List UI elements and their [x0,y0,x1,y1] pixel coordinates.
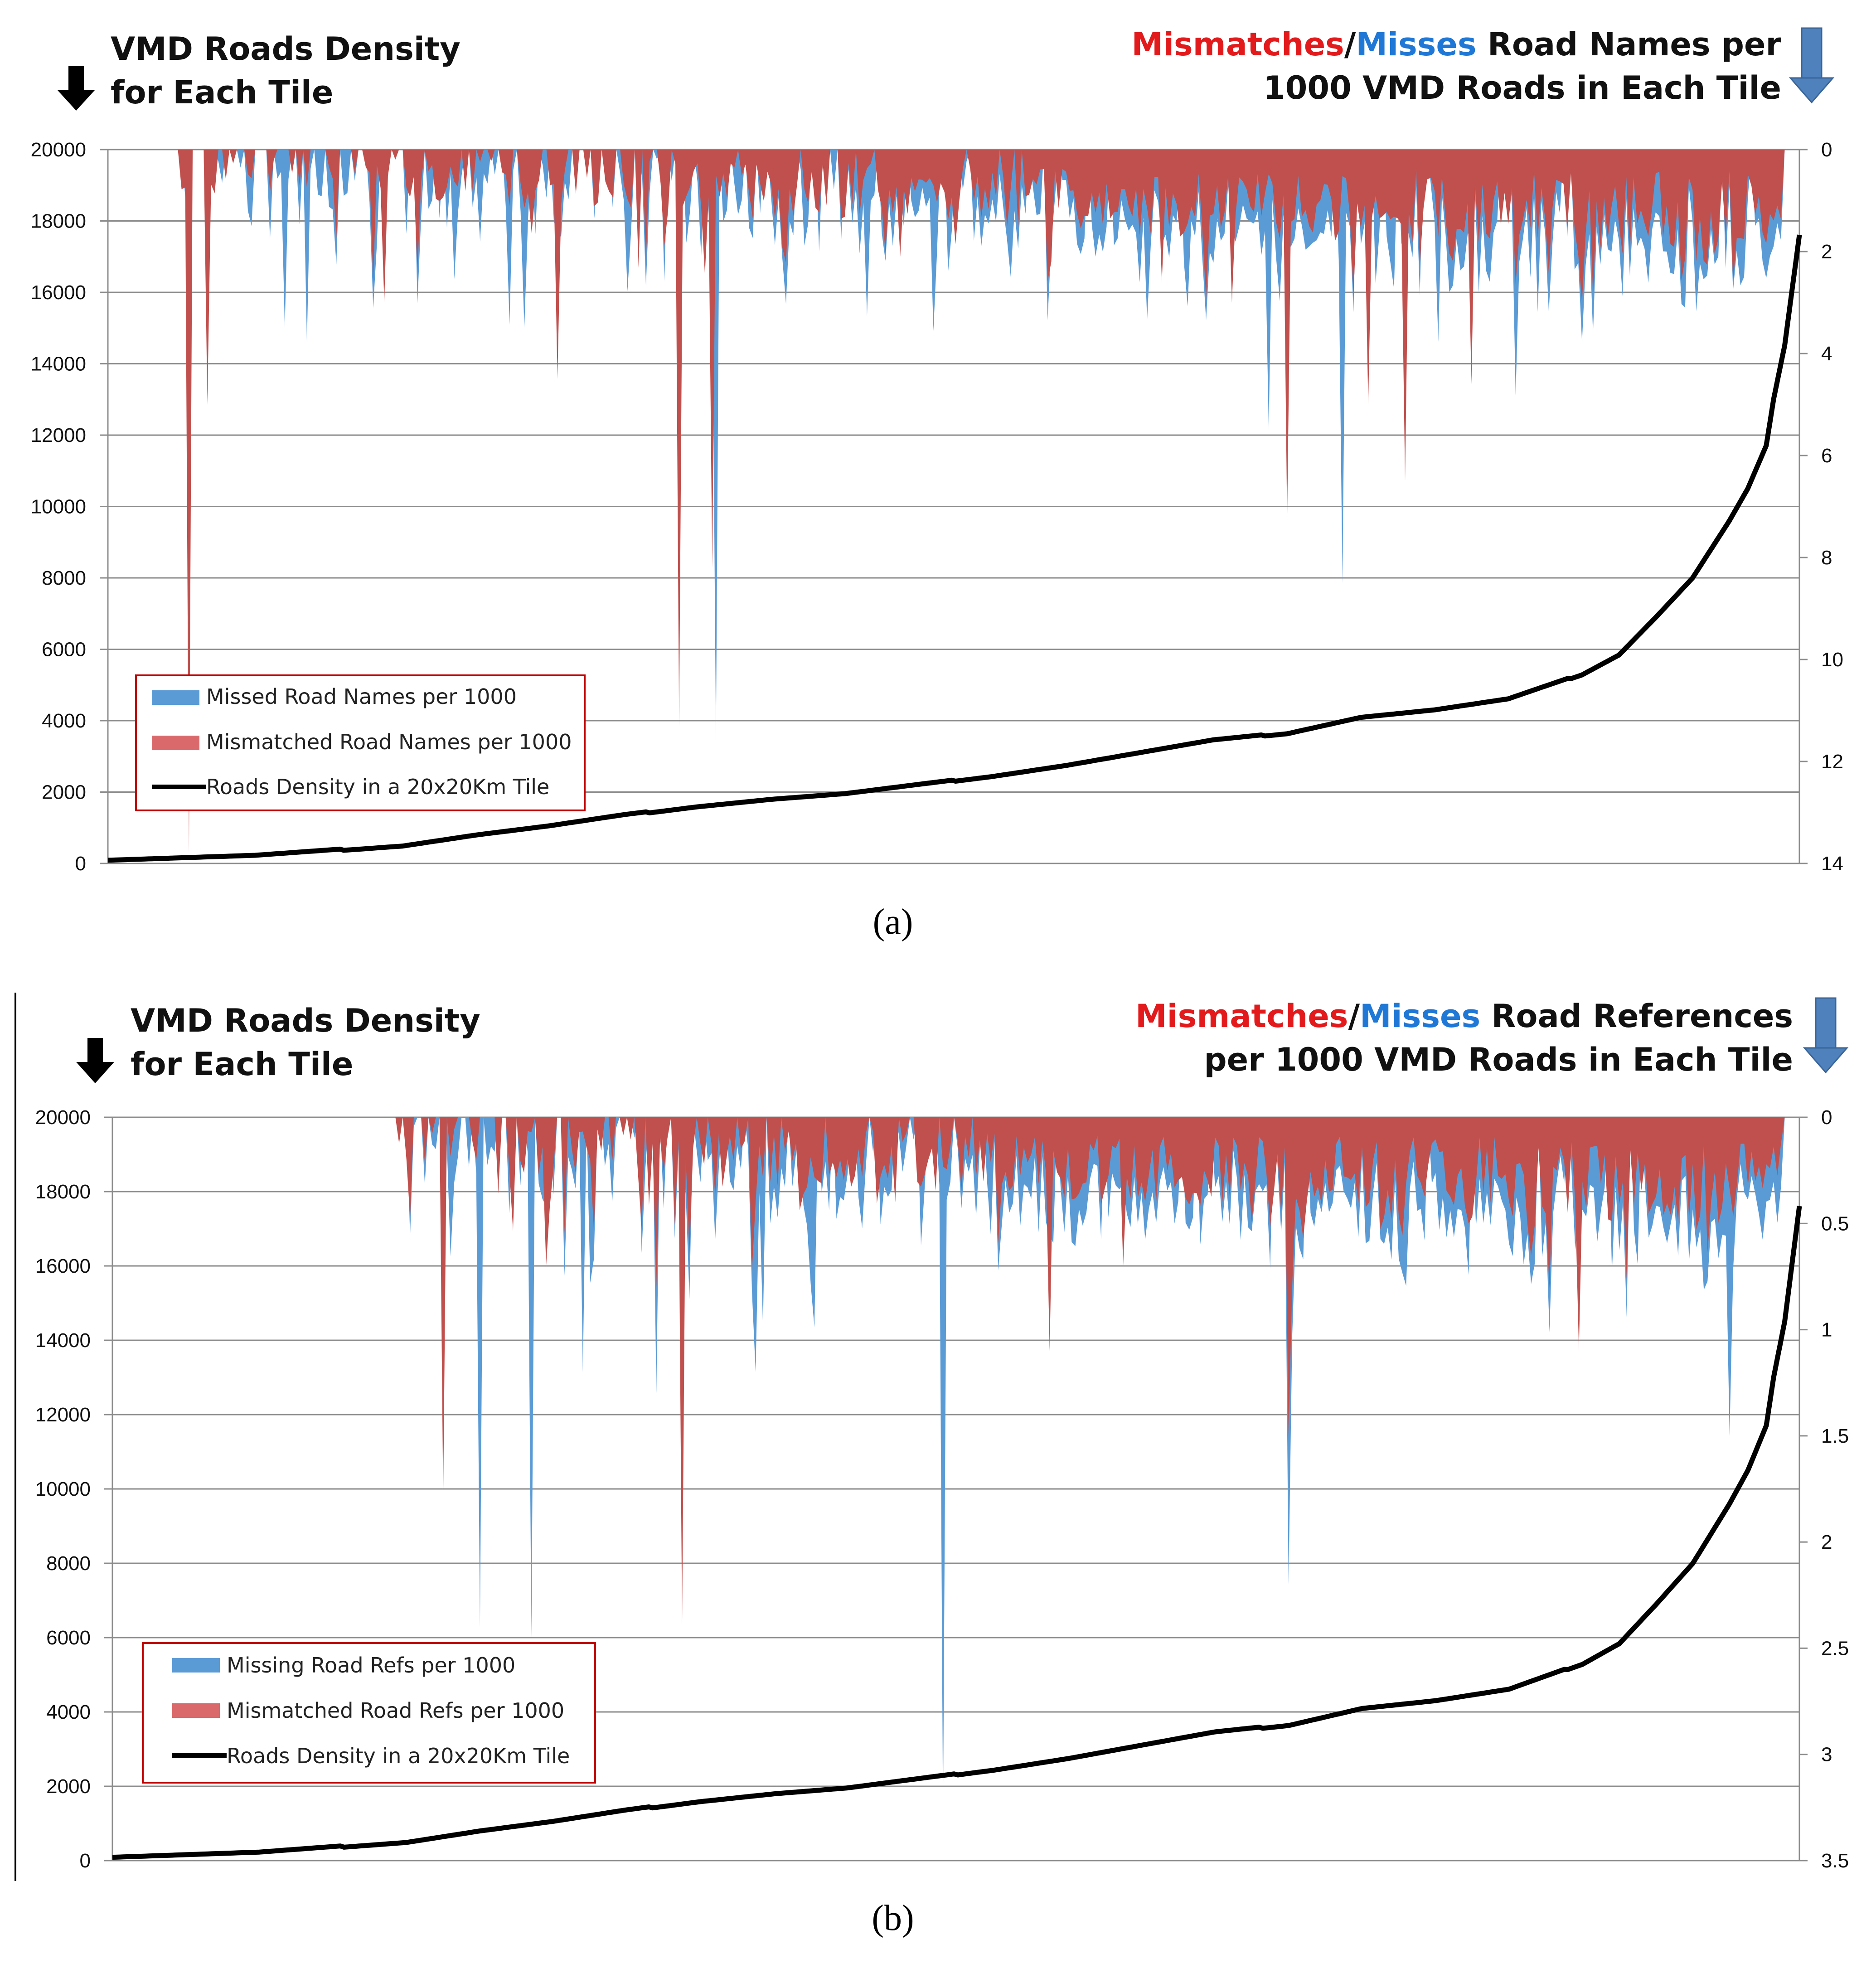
legend-label-density: Roads Density in a 20x20Km Tile [206,775,549,799]
right-axis-title-line2: 1000 VMD Roads in Each Tile [1263,69,1781,107]
left-tick-label: 12000 [35,1404,91,1426]
title-mismatches-word: Mismatches [1135,998,1348,1035]
legend-swatch-mismatched [152,736,199,750]
right-tick-label: 8 [1821,547,1832,569]
left-tick-label: 10000 [35,1478,91,1500]
legend-label-missed: Missed Road Names per 1000 [206,684,517,709]
title-rest: Road Names per [1477,26,1782,63]
left-tick-label: 14000 [31,353,86,375]
right-tick-label: 14 [1821,853,1843,875]
right-axis-title-line1: Mismatches/Misses Road Names per [1131,26,1781,63]
black-down-arrow-icon [76,1038,114,1083]
black-down-arrow-icon [57,66,95,111]
right-tick-label: 1.5 [1821,1425,1849,1447]
title-misses-word: Misses [1360,998,1480,1035]
left-tick-label: 6000 [42,639,86,661]
right-axis-title-line2: per 1000 VMD Roads in Each Tile [1204,1041,1793,1078]
density-series-line [107,234,1802,863]
right-tick-label: 10 [1821,649,1843,671]
right-tick-label: 4 [1821,343,1832,365]
legend-label-mismatched: Mismatched Road Names per 1000 [206,730,572,754]
left-tick-label: 4000 [46,1701,91,1723]
title-slash: / [1348,998,1360,1035]
right-tick-label: 3.5 [1821,1850,1849,1872]
blue-down-arrow-icon [1789,27,1835,104]
legend-swatch-mismatched [172,1703,220,1718]
right-tick-label: 2 [1821,241,1832,263]
title-slash: / [1344,26,1356,63]
title-misses-word: Misses [1356,26,1476,63]
caption-b: (b) [872,1898,914,1938]
chart-panel-b: VMD Roads Density for Each Tile Mismatch… [0,974,1876,1978]
left-tick-label: 20000 [31,139,86,161]
left-axis-title-line2: for Each Tile [131,1046,353,1083]
left-tick-label: 20000 [35,1106,91,1129]
left-tick-label: 16000 [35,1255,91,1277]
legend-label-density: Roads Density in a 20x20Km Tile [227,1744,570,1768]
legend-swatch-missed [172,1658,220,1673]
left-tick-label: 0 [75,853,86,875]
title-rest: Road References [1480,998,1793,1035]
mismatched-series-area [108,150,1799,853]
left-tick-label: 4000 [42,710,86,732]
left-tick-label: 8000 [42,567,86,589]
left-axis-title-line1: VMD Roads Density [111,30,461,68]
right-axis-title-line1: Mismatches/Misses Road References [1135,998,1793,1035]
chart-b-svg: VMD Roads Density for Each Tile Mismatch… [15,993,1849,1938]
title-mismatches-word: Mismatches [1131,26,1344,63]
right-tick-label: 3 [1821,1744,1832,1766]
left-tick-label: 12000 [31,424,86,446]
legend-swatch-density [172,1753,227,1758]
caption-a-text: (a) [873,902,913,942]
caption-a: (a) [873,902,913,942]
plot-area-a: 0 2000 4000 6000 8000 10000 12000 14000 16000 180… [31,139,1843,875]
left-tick-label: 16000 [31,281,86,304]
left-tick-label: 18000 [31,210,86,233]
caption-b-text: (b) [872,1898,914,1938]
left-tick-label: 10000 [31,496,86,518]
blue-down-arrow-icon [1803,997,1849,1074]
right-tick-label: 0 [1821,139,1832,161]
legend-label-mismatched: Mismatched Road Refs per 1000 [227,1698,564,1723]
left-tick-label: 2000 [42,781,86,804]
legend-a: Missed Road Names per 1000 Mismatched Ro… [135,674,586,811]
plot-area-b: 0 2000 4000 6000 8000 10000 12000 14000 16000 180… [35,1106,1849,1872]
left-tick-label: 6000 [46,1627,91,1649]
chart-panel-a: VMD Roads Density for Each Tile Mismatch… [0,0,1876,974]
right-tick-label: 0 [1821,1106,1832,1129]
chart-a-svg: VMD Roads Density for Each Tile Mismatch… [31,26,1843,942]
left-axis-title-line1: VMD Roads Density [131,1002,480,1039]
right-tick-label: 2 [1821,1531,1832,1553]
legend-label-missed: Missing Road Refs per 1000 [227,1653,515,1677]
left-tick-label: 14000 [35,1329,91,1352]
mismatched-series-area [112,1117,1799,1627]
left-axis-title-line2: for Each Tile [111,74,333,111]
legend-swatch-density [152,785,206,789]
legend-box [135,674,586,811]
left-tick-label: 2000 [46,1775,91,1798]
left-tick-label: 18000 [35,1181,91,1203]
left-tick-label: 8000 [46,1552,91,1575]
right-tick-label: 1 [1821,1319,1832,1341]
missed-series-area [108,150,1799,741]
left-tick-label: 0 [80,1850,91,1872]
right-tick-label: 2.5 [1821,1637,1849,1659]
right-tick-label: 12 [1821,751,1843,773]
legend-swatch-missed [152,690,199,705]
legend-b: Missing Road Refs per 1000 Mismatched Ro… [142,1642,596,1784]
right-tick-label: 0.5 [1821,1212,1849,1235]
density-series-line [112,1206,1802,1860]
right-tick-label: 6 [1821,445,1832,467]
